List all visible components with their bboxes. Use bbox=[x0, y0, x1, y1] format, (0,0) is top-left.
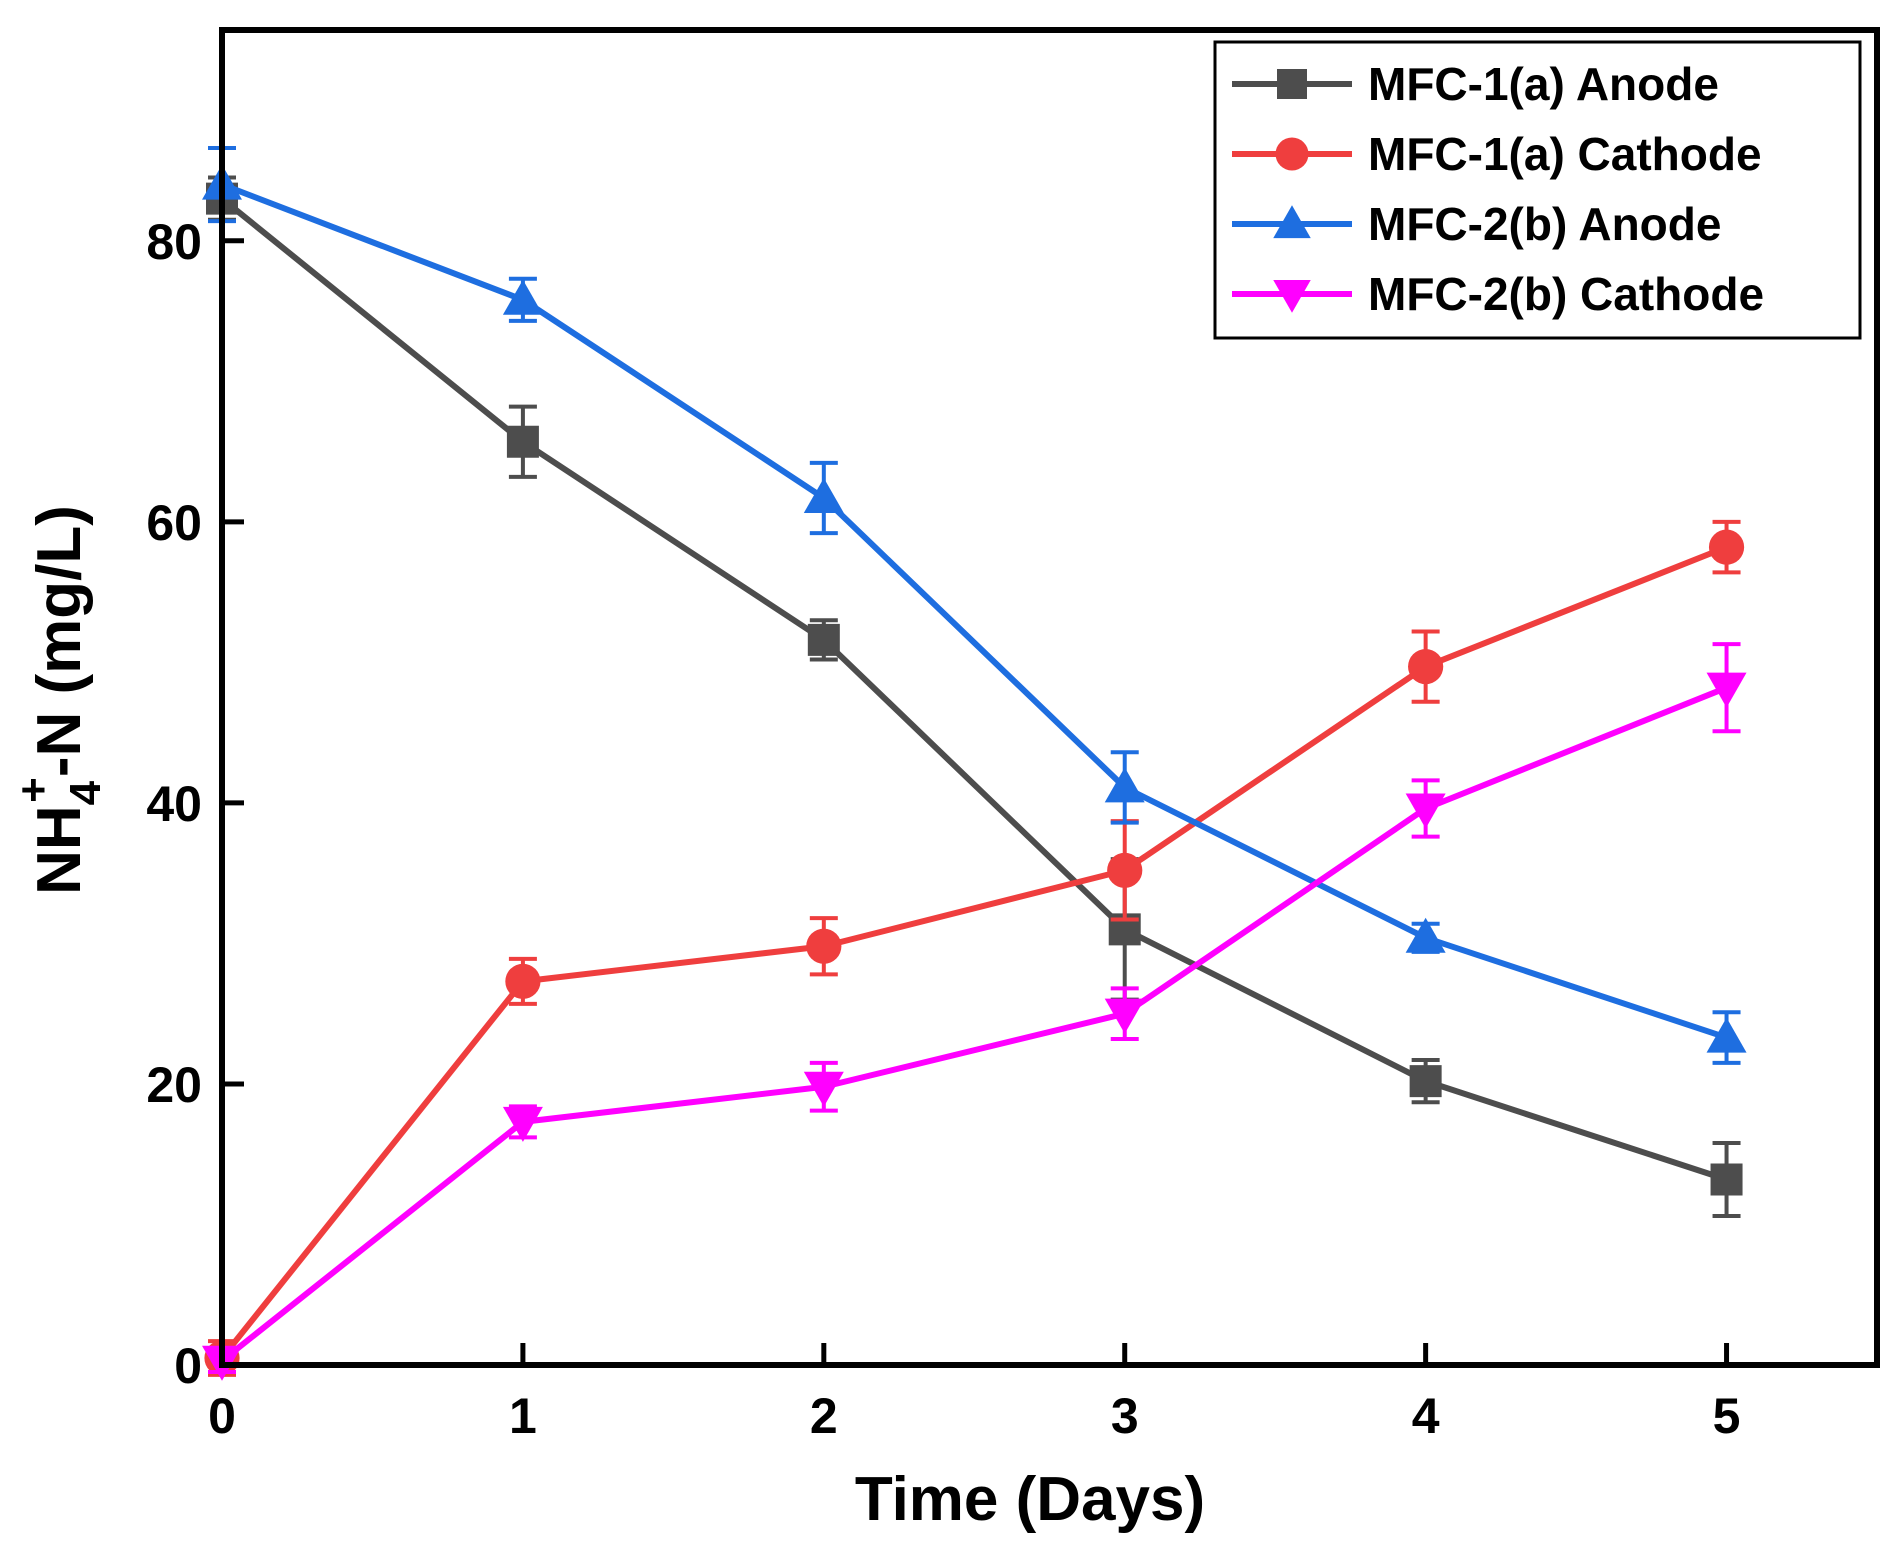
data-point bbox=[505, 963, 541, 999]
x-tick-label: 3 bbox=[1111, 1388, 1139, 1444]
y-axis-title-rest: -N (mg/L) bbox=[25, 505, 94, 777]
series-line bbox=[219, 544, 1728, 1360]
y-axis-title-base: NH bbox=[25, 805, 94, 895]
legend-marker bbox=[1275, 137, 1309, 171]
data-point bbox=[806, 928, 842, 964]
x-tick-label: 0 bbox=[208, 1388, 236, 1444]
y-axis-title-superscript: + bbox=[9, 777, 58, 803]
legend-box bbox=[1213, 40, 1862, 340]
y-tick-label: 40 bbox=[146, 776, 202, 832]
series-2 bbox=[204, 519, 1745, 1377]
series-line bbox=[220, 196, 1728, 1183]
x-tick-label: 4 bbox=[1412, 1388, 1440, 1444]
y-tick-label: 80 bbox=[146, 214, 202, 270]
legend-marker bbox=[1273, 279, 1311, 313]
legend-label: MFC-2(b) Cathode bbox=[1368, 268, 1764, 320]
legend-marker bbox=[1273, 205, 1311, 239]
x-tick-label: 2 bbox=[810, 1388, 838, 1444]
data-point bbox=[1706, 672, 1747, 708]
data-point bbox=[1405, 793, 1446, 829]
x-tick-label: 5 bbox=[1713, 1388, 1741, 1444]
axis-layer: 0 1 2 3 4 5 0 20 40 60 80 bbox=[146, 214, 1740, 1444]
series-line bbox=[220, 181, 1728, 1041]
legend-marker bbox=[1277, 69, 1307, 99]
data-point bbox=[807, 623, 840, 656]
data-point bbox=[1104, 767, 1145, 803]
series-layer bbox=[202, 146, 1747, 1381]
y-tick-label: 60 bbox=[146, 495, 202, 551]
data-point bbox=[1708, 529, 1745, 565]
data-point bbox=[502, 1106, 543, 1142]
plot-frame bbox=[219, 27, 1880, 1368]
data-point bbox=[803, 1071, 844, 1107]
series-line bbox=[220, 684, 1728, 1364]
data-point bbox=[502, 279, 543, 315]
y-axis-title: NH4+-N (mg/L) bbox=[9, 505, 110, 895]
x-axis-title: Time (Days) bbox=[855, 1465, 1205, 1534]
data-point bbox=[506, 425, 539, 458]
legend-label: MFC-1(a) Cathode bbox=[1368, 128, 1762, 180]
y-axis-title-subscript: 4 bbox=[61, 780, 110, 805]
legend-label: MFC-1(a) Anode bbox=[1368, 58, 1719, 110]
data-point bbox=[1405, 917, 1446, 953]
data-point bbox=[1706, 1017, 1747, 1053]
data-point bbox=[803, 477, 844, 513]
series-4 bbox=[202, 642, 1747, 1381]
data-point bbox=[1710, 1163, 1743, 1196]
y-tick-label: 0 bbox=[174, 1338, 202, 1394]
data-point bbox=[1409, 1065, 1442, 1098]
legend-label: MFC-2(b) Anode bbox=[1368, 198, 1721, 250]
x-tick-label: 1 bbox=[509, 1388, 537, 1444]
legend-items: MFC-1(a) Anode MFC-1(a) Cathode MFC-2(b) A… bbox=[1232, 58, 1764, 320]
data-point bbox=[1408, 648, 1444, 685]
data-point bbox=[1104, 998, 1145, 1034]
data-point bbox=[1107, 852, 1143, 888]
y-tick-label: 20 bbox=[146, 1057, 202, 1113]
legend: MFC-1(a) Anode MFC-1(a) Cathode MFC-2(b) A… bbox=[1213, 40, 1862, 340]
